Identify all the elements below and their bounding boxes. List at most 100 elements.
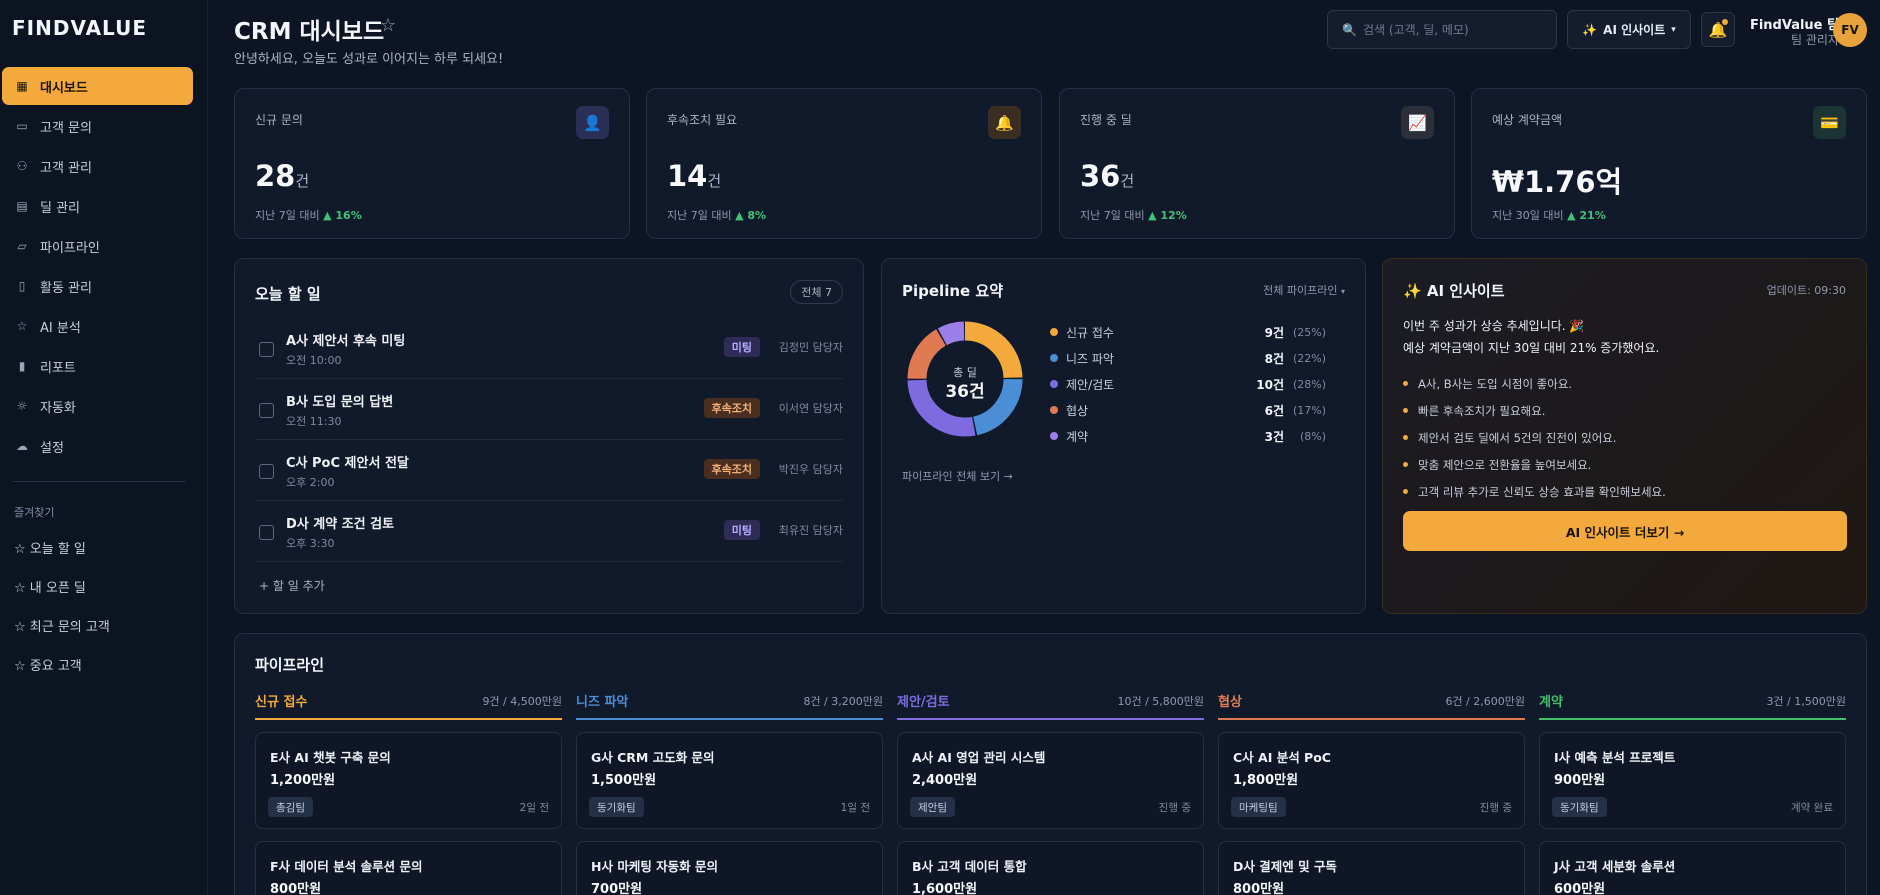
deal-card[interactable]: I사 예측 분석 프로젝트 900만원 동기화팀 계약 완료 <box>1539 732 1846 829</box>
user-role: 팀 관리자 <box>1791 33 1839 47</box>
kpi-card-new-inquiries[interactable]: 신규 문의 👤 28건 지난 7일 대비 ▲ 16% <box>234 88 630 239</box>
sidebar-divider <box>12 481 186 482</box>
task-row[interactable]: B사 도입 문의 답변 오전 11:30 후속조치 이서연 담당자 <box>255 379 843 440</box>
kpi-card-active-deals[interactable]: 진행 중 딜 📈 36건 지난 7일 대비 ▲ 12% <box>1059 88 1455 239</box>
view-pipeline-link[interactable]: 파이프라인 전체 보기 → <box>902 470 1013 483</box>
deal-card[interactable]: B사 고객 데이터 통합 1,600만원 <box>897 841 1204 895</box>
pipeline-column-header[interactable]: 니즈 파악 8건 / 3,200만원 <box>576 689 883 720</box>
favorite-star-icon[interactable]: ☆ <box>380 15 397 36</box>
deal-card[interactable]: E사 AI 챗봇 구축 문의 1,200만원 총김팀 2일 전 <box>255 732 562 829</box>
deal-card[interactable]: D사 결제엔 및 구독 800만원 <box>1218 841 1525 895</box>
add-task-button[interactable]: + 할 일 추가 <box>259 579 325 593</box>
task-checkbox[interactable] <box>259 342 274 357</box>
pipeline-column-summary: 3건 / 1,500만원 <box>1766 695 1846 708</box>
favorite-recent-inquiries[interactable]: ☆ 최근 문의 고객 <box>14 620 110 635</box>
kpi-compare: 지난 7일 대비 ▲ 8% <box>667 209 767 222</box>
legend-pct: (25%) <box>1292 325 1326 339</box>
task-row[interactable]: C사 PoC 제안서 전달 오후 2:00 후속조치 박진우 담당자 <box>255 440 843 501</box>
kpi-card-followup[interactable]: 후속조치 필요 🔔 14건 지난 7일 대비 ▲ 8% <box>646 88 1042 239</box>
avatar[interactable]: FV <box>1833 13 1867 47</box>
today-tasks-panel: 오늘 할 일 전체 7 A사 제안서 후속 미팅 오전 10:00 미팅 김정민… <box>234 258 864 614</box>
kpi-compare: 지난 7일 대비 ▲ 12% <box>1080 209 1187 222</box>
task-tag: 미팅 <box>723 520 760 540</box>
deal-name: B사 고객 데이터 통합 <box>912 859 1027 874</box>
kpi-label: 진행 중 딜 <box>1080 113 1132 127</box>
users-icon: ⚇ <box>16 159 28 173</box>
deal-name: F사 데이터 분석 솔루션 문의 <box>270 859 423 874</box>
task-tag: 미팅 <box>723 337 760 357</box>
task-time: 오전 11:30 <box>286 415 342 428</box>
legend-row: 계약 3건 (8%) <box>1050 423 1346 449</box>
deal-status: 계약 완료 <box>1791 802 1833 814</box>
sidebar-item-inquiries[interactable]: ▭ 고객 문의 <box>2 107 193 145</box>
pipeline-column-summary: 9건 / 4,500만원 <box>482 695 562 708</box>
ai-insight-more-button[interactable]: AI 인사이트 더보기 → <box>1403 511 1847 551</box>
pipeline-column-header[interactable]: 신규 접수 9건 / 4,500만원 <box>255 689 562 720</box>
sidebar-item-customers[interactable]: ⚇ 고객 관리 <box>2 147 193 185</box>
task-checkbox[interactable] <box>259 403 274 418</box>
search-input[interactable]: 🔍 검색 (고객, 딜, 메모) <box>1327 10 1557 49</box>
ai-insight-panel: ✨ AI 인사이트 업데이트: 09:30 이번 주 성과가 상승 추세입니다.… <box>1382 258 1867 614</box>
deal-card[interactable]: A사 AI 영업 관리 시스템 2,400만원 제안팀 진행 중 <box>897 732 1204 829</box>
kpi-value: 36건 <box>1080 159 1135 193</box>
pipeline-filter-dropdown[interactable]: 전체 파이프라인 ▾ <box>1263 284 1345 297</box>
task-checkbox[interactable] <box>259 525 274 540</box>
task-title: A사 제안서 후속 미팅 <box>286 334 406 349</box>
task-checkbox[interactable] <box>259 464 274 479</box>
sidebar-item-deals[interactable]: ▤ 딜 관리 <box>2 187 193 225</box>
kpi-card-expected-contract[interactable]: 예상 계약금액 💳 ₩1.76억 지난 30일 대비 ▲ 21% <box>1471 88 1867 239</box>
today-tasks-total-badge[interactable]: 전체 7 <box>790 280 843 304</box>
deal-card[interactable]: J사 고객 세분화 솔루션 600만원 <box>1539 841 1846 895</box>
grid-icon: ▦ <box>16 79 28 93</box>
pipeline-column-header[interactable]: 협상 6건 / 2,600만원 <box>1218 689 1525 720</box>
favorite-key-customers[interactable]: ☆ 중요 고객 <box>14 659 82 674</box>
deal-card[interactable]: C사 AI 분석 PoC 1,800만원 마케팅팀 진행 중 <box>1218 732 1525 829</box>
sidebar: FINDVALUE ▦ 대시보드 ▭ 고객 문의 ⚇ 고객 관리 ▤ 딜 관리 … <box>0 0 208 895</box>
donut-segment-0 <box>907 321 1023 437</box>
pipeline-legend: 신규 접수 9건 (25%) 니즈 파악 8건 (22%) 제안/검토 10건 … <box>1050 319 1346 449</box>
deal-card[interactable]: G사 CRM 고도화 문의 1,500만원 동기화팀 1일 전 <box>576 732 883 829</box>
sidebar-item-pipeline[interactable]: ▱ 파이프라인 <box>2 227 193 265</box>
legend-dot <box>1050 354 1058 362</box>
logo[interactable]: FINDVALUE <box>12 16 147 40</box>
deal-name: C사 AI 분석 PoC <box>1233 750 1331 765</box>
ai-insight-title: ✨ AI 인사이트 <box>1403 282 1505 300</box>
star-icon: ☆ <box>16 319 28 333</box>
ai-insight-bullet: A사, B사는 도입 시점이 좋아요. <box>1403 370 1666 397</box>
task-time: 오후 2:00 <box>286 476 335 489</box>
pipeline-column-summary: 6건 / 2,600만원 <box>1445 695 1525 708</box>
pipeline-column-name: 제안/검토 <box>897 695 950 710</box>
favorites-title: 즐겨찾기 <box>14 506 55 519</box>
deal-amount: 1,500만원 <box>591 773 657 788</box>
deal-amount: 1,800만원 <box>1233 773 1299 788</box>
sidebar-item-reports[interactable]: ▮ 리포트 <box>2 347 193 385</box>
pipeline-column-header[interactable]: 계약 3건 / 1,500만원 <box>1539 689 1846 720</box>
pipeline-summary-panel: Pipeline 요약 전체 파이프라인 ▾ 총 딜 36건 신규 접수 9건 … <box>881 258 1366 614</box>
deal-card[interactable]: F사 데이터 분석 솔루션 문의 800만원 <box>255 841 562 895</box>
sidebar-item-automation[interactable]: ☼ 자동화 <box>2 387 193 425</box>
kpi-value: 28건 <box>255 159 310 193</box>
user-name[interactable]: FindValue 팀 <box>1749 18 1839 33</box>
pipeline-column: 신규 접수 9건 / 4,500만원 E사 AI 챗봇 구축 문의 1,200만… <box>255 689 562 895</box>
sidebar-nav: ▦ 대시보드 ▭ 고객 문의 ⚇ 고객 관리 ▤ 딜 관리 ▱ 파이프라인 ▯ … <box>2 67 193 467</box>
sidebar-item-ai-analysis[interactable]: ☆ AI 분석 <box>2 307 193 345</box>
legend-dot <box>1050 432 1058 440</box>
sidebar-item-activities[interactable]: ▯ 활동 관리 <box>2 267 193 305</box>
ai-insight-button[interactable]: ✨ AI 인사이트 ▾ <box>1567 10 1691 49</box>
donut-segment-2 <box>907 321 1023 437</box>
task-time: 오후 3:30 <box>286 537 335 550</box>
deal-team-tag: 마케팅팀 <box>1231 797 1286 817</box>
sidebar-item-dashboard[interactable]: ▦ 대시보드 <box>2 67 193 105</box>
pipeline-column-header[interactable]: 제안/검토 10건 / 5,800만원 <box>897 689 1204 720</box>
deal-status: 1일 전 <box>840 802 870 814</box>
donut-center-label: 총 딜 <box>953 366 977 379</box>
notification-button[interactable]: 🔔 <box>1701 12 1735 47</box>
favorite-today-tasks[interactable]: ☆ 오늘 할 일 <box>14 542 86 557</box>
task-row[interactable]: A사 제안서 후속 미팅 오전 10:00 미팅 김정민 담당자 <box>255 318 843 379</box>
favorite-my-open-deals[interactable]: ☆ 내 오픈 딜 <box>14 581 86 596</box>
deal-card[interactable]: H사 마케팅 자동화 문의 700만원 <box>576 841 883 895</box>
notification-dot <box>1722 19 1728 25</box>
ai-insight-button-label: AI 인사이트 <box>1603 23 1666 37</box>
sidebar-item-settings[interactable]: ☁ 설정 <box>2 427 193 465</box>
task-row[interactable]: D사 계약 조건 검토 오후 3:30 미팅 최유진 담당자 <box>255 501 843 562</box>
